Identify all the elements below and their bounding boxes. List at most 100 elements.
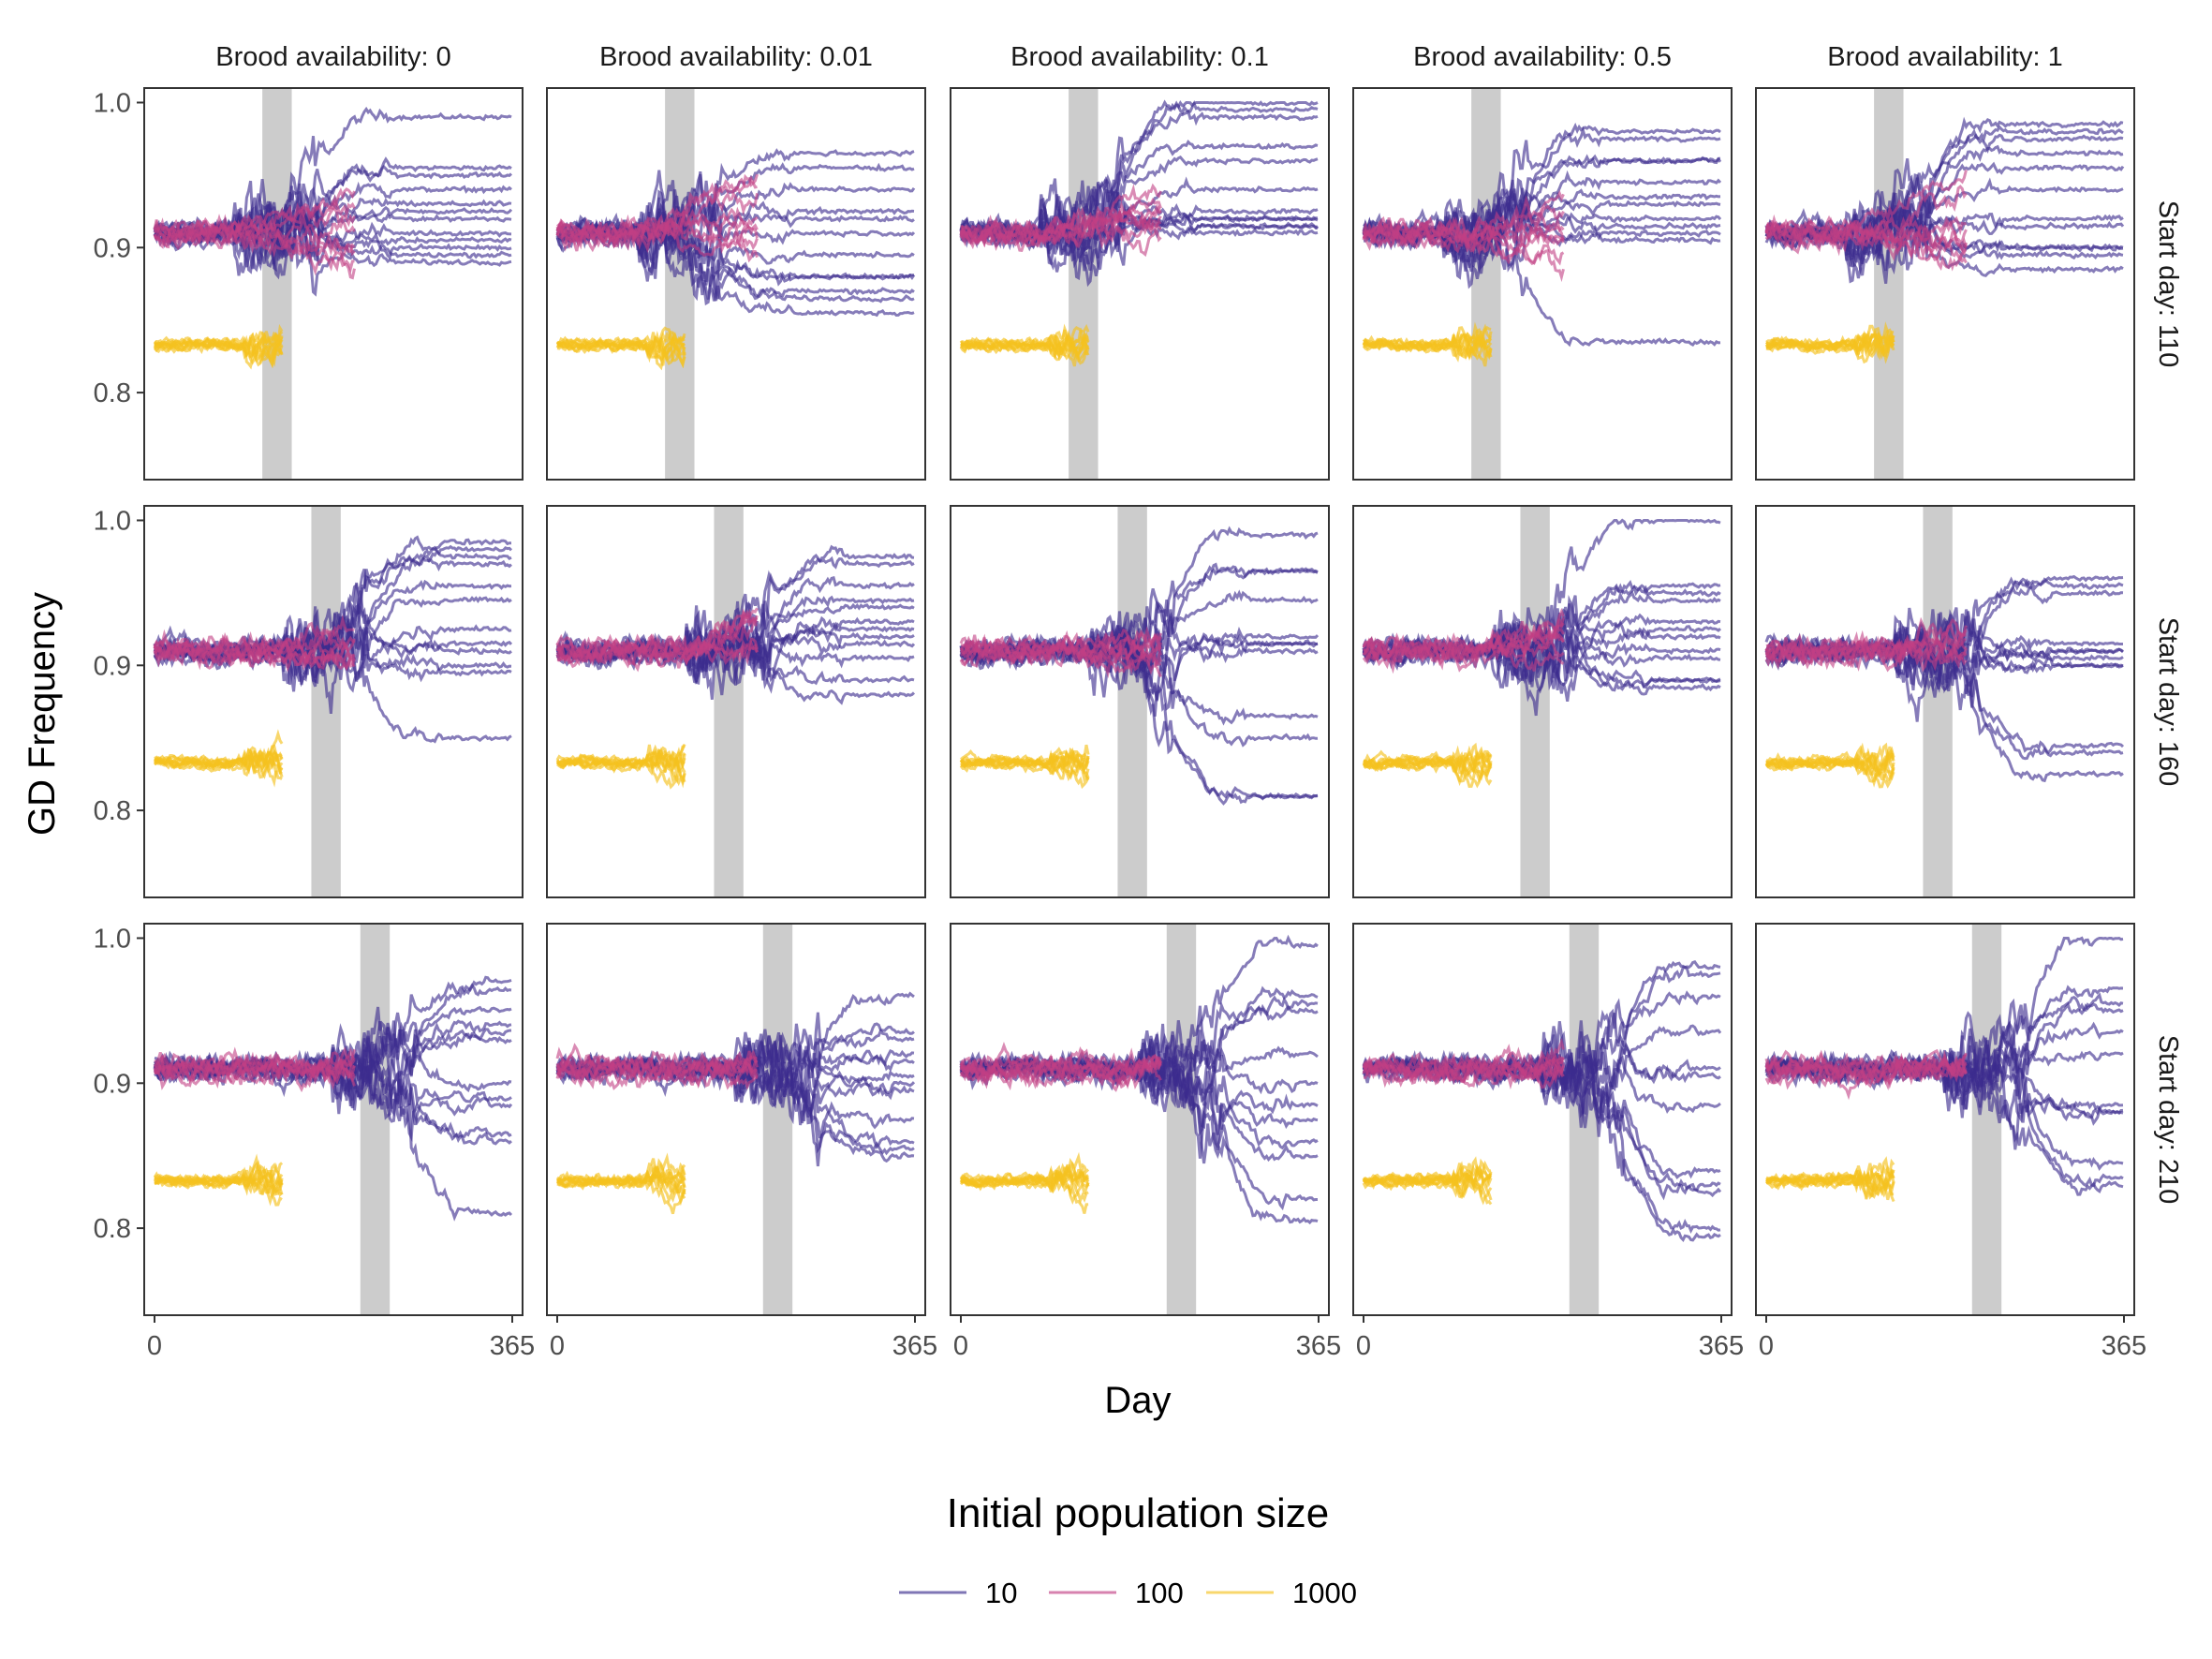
- series-line-pop-100: [1363, 1054, 1565, 1085]
- series-line-pop-100: [153, 630, 356, 672]
- series-line-pop-100: [153, 1046, 356, 1088]
- x-tick-label: 0: [550, 1331, 565, 1361]
- shaded-interval: [1923, 506, 1953, 897]
- series-line-pop-1000: [1362, 745, 1493, 777]
- facet-panel: [546, 87, 926, 481]
- y-axis: 0.8 0.9 1.0 0.8 0.9 1.0 0.8 0.9 1.0: [94, 88, 144, 1244]
- legend-entry-label: 10: [985, 1577, 1017, 1609]
- series-line-pop-1000: [960, 333, 1090, 360]
- series-line-pop-100: [1362, 215, 1565, 256]
- column-strip-labels: Brood availability: 0 Brood availability:…: [215, 42, 2062, 72]
- shaded-interval: [665, 88, 695, 480]
- legend-entries: 10 100 1000: [899, 1577, 1357, 1609]
- column-strip-label: Brood availability: 0.5: [1413, 42, 1672, 72]
- panel-background: [547, 924, 925, 1315]
- column-strip-label: Brood availability: 0: [215, 42, 450, 72]
- series-line-pop-10: [1363, 154, 1722, 256]
- series-line-pop-1000: [154, 1163, 284, 1190]
- panel-lines: [1764, 936, 2124, 1203]
- series-line-pop-1000: [555, 1158, 686, 1189]
- series-line-pop-100: [1764, 1049, 1968, 1086]
- panel-lines: [555, 148, 916, 371]
- series-line-pop-1000: [1765, 326, 1895, 359]
- panel-border: [546, 923, 926, 1316]
- x-tick-label: 0: [953, 1331, 968, 1361]
- shaded-interval: [714, 506, 744, 897]
- series-line-pop-1000: [1364, 750, 1493, 789]
- shaded-interval: [262, 88, 292, 480]
- panel-border: [1755, 87, 2135, 481]
- panel-border: [1755, 505, 2135, 898]
- facet-panel: [950, 923, 1330, 1316]
- y-tick-label: 0.9: [94, 651, 131, 681]
- x-tick-label: 0: [1356, 1331, 1371, 1361]
- series-line-pop-100: [959, 221, 1162, 258]
- panel-border: [546, 87, 926, 481]
- series-line-pop-100: [555, 216, 759, 251]
- x-axis-title: Day: [1104, 1380, 1171, 1421]
- series-line-pop-100: [1362, 616, 1565, 673]
- series-line-pop-100: [1362, 1044, 1565, 1089]
- facet-panel: [143, 87, 524, 481]
- shaded-interval: [1874, 88, 1904, 480]
- series-line-pop-1000: [1764, 333, 1895, 358]
- y-tick-label: 1.0: [94, 88, 131, 118]
- y-tick-label: 0.8: [94, 1214, 131, 1244]
- y-tick-label: 0.8: [94, 378, 131, 408]
- facet-panel: [1755, 87, 2135, 481]
- series-line-pop-10: [555, 217, 915, 318]
- panel-lines: [153, 535, 513, 788]
- y-tick-label: 1.0: [94, 506, 131, 536]
- x-tick-label: 365: [1699, 1331, 1744, 1361]
- panel-background: [144, 924, 523, 1315]
- panel-background: [1353, 88, 1732, 480]
- facet-panel: [950, 505, 1330, 898]
- panel-lines: [555, 544, 916, 790]
- series-line-pop-1000: [959, 1167, 1090, 1195]
- row-strip-labels: Start day: 110 Start day: 160 Start day: 2…: [2153, 200, 2183, 1204]
- x-tick-label: 0: [147, 1331, 162, 1361]
- series-line-pop-100: [555, 607, 759, 666]
- panel-border: [546, 505, 926, 898]
- y-tick-label: 0.9: [94, 1069, 131, 1099]
- panel-lines: [1764, 116, 2125, 364]
- panel-border: [950, 87, 1330, 481]
- shaded-interval: [311, 506, 341, 897]
- panel-border: [1352, 87, 1733, 481]
- panel-lines: [1362, 122, 1722, 367]
- facet-panel: [1352, 87, 1733, 481]
- facet-panel: [546, 923, 926, 1316]
- shaded-interval: [1069, 88, 1099, 480]
- panel-background: [1756, 88, 2134, 480]
- shaded-interval: [762, 924, 793, 1315]
- x-axis: 0 365 0 365 0 365 0 365 0 365: [147, 1315, 2146, 1361]
- legend: Initial population size 10 100 1000: [899, 1490, 1357, 1609]
- panel-border: [1352, 923, 1733, 1316]
- series-line-pop-1000: [154, 729, 284, 779]
- panel-background: [1756, 924, 2134, 1315]
- series-line-pop-100: [1765, 1053, 1968, 1101]
- facet-panel: [143, 505, 524, 898]
- series-line-pop-10: [1362, 611, 1721, 694]
- series-line-pop-10: [556, 201, 915, 304]
- panel-lines: [1764, 574, 2125, 789]
- series-line-pop-100: [1764, 617, 1968, 672]
- facet-panel: [1755, 505, 2135, 898]
- series-line-pop-1000: [1363, 333, 1493, 361]
- facet-panel: [143, 923, 524, 1316]
- series-line-pop-100: [154, 1054, 356, 1086]
- panel-lines: [1362, 518, 1722, 789]
- x-tick-label: 365: [1296, 1331, 1341, 1361]
- series-line-pop-100: [1764, 220, 1968, 272]
- shaded-interval: [1471, 88, 1501, 480]
- series-line-pop-100: [960, 205, 1162, 246]
- panel-lines: [959, 99, 1319, 367]
- facet-panel: [546, 505, 926, 898]
- y-tick-label: 0.9: [94, 233, 131, 263]
- panel-lines: [959, 526, 1320, 806]
- series-line-pop-1000: [1362, 328, 1493, 351]
- panel-lines: [153, 975, 513, 1222]
- y-tick-label: 0.8: [94, 796, 131, 826]
- series-line-pop-1000: [1766, 1168, 1895, 1196]
